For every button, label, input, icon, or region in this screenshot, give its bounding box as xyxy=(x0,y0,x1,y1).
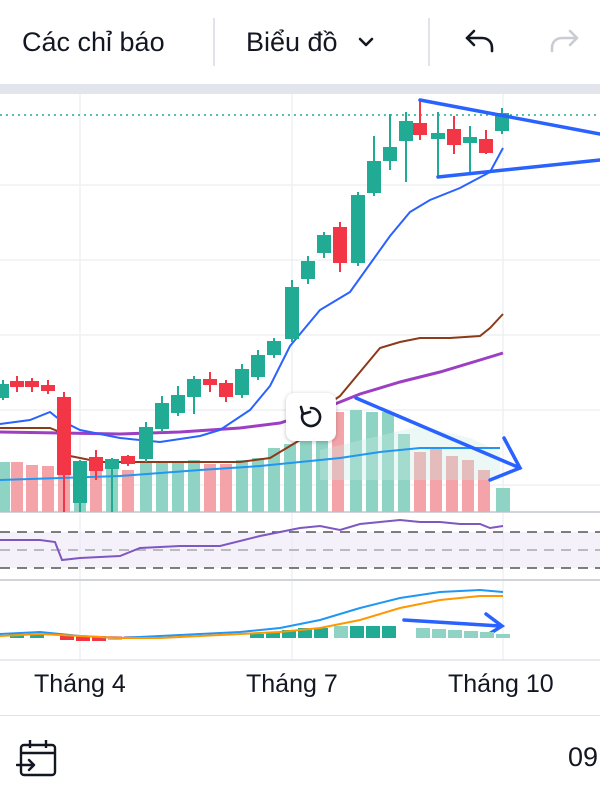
undo-icon xyxy=(465,29,494,53)
volume-band xyxy=(320,426,500,480)
x-axis-label: Tháng 4 xyxy=(34,670,126,698)
ma-blue-line xyxy=(0,147,504,444)
price-chart[interactable]: Tháng 4 Tháng 7 Tháng 10 xyxy=(0,94,600,714)
chart-toolbar: Các chỉ báo Biểu đồ xyxy=(0,0,600,84)
reset-chart-button[interactable] xyxy=(286,393,336,441)
volume-ma-line xyxy=(0,447,500,481)
trendline-annotations[interactable] xyxy=(354,98,600,638)
grid xyxy=(0,94,600,660)
calendar-goto-icon xyxy=(15,740,57,777)
toolbar-divider xyxy=(213,18,215,66)
signal-line xyxy=(0,595,503,639)
chart-canvas[interactable]: Tháng 4 Tháng 7 Tháng 10 xyxy=(0,94,600,714)
chevron-down-icon xyxy=(358,37,373,47)
reset-chart-icon xyxy=(299,405,322,428)
chart-type-label: Biểu đồ xyxy=(246,26,338,57)
undo-button[interactable] xyxy=(462,0,496,84)
chart-type-button[interactable]: Biểu đồ xyxy=(246,0,376,84)
go-to-date-button[interactable] xyxy=(15,736,60,785)
toolbar-divider xyxy=(428,18,430,66)
bottom-bar: 09 xyxy=(0,715,600,801)
redo-icon xyxy=(550,29,579,53)
rsi-line xyxy=(0,518,504,562)
x-axis-label: Tháng 10 xyxy=(448,670,554,698)
volume-bars xyxy=(0,410,510,512)
toolbar-shadow xyxy=(0,84,600,94)
indicators-button[interactable]: Các chỉ báo xyxy=(22,0,165,84)
redo-button[interactable] xyxy=(548,0,582,84)
date-range-text[interactable]: 09 xyxy=(568,742,599,772)
indicators-label: Các chỉ báo xyxy=(22,26,165,57)
x-axis-label: Tháng 7 xyxy=(246,670,338,698)
candlesticks xyxy=(0,100,509,512)
